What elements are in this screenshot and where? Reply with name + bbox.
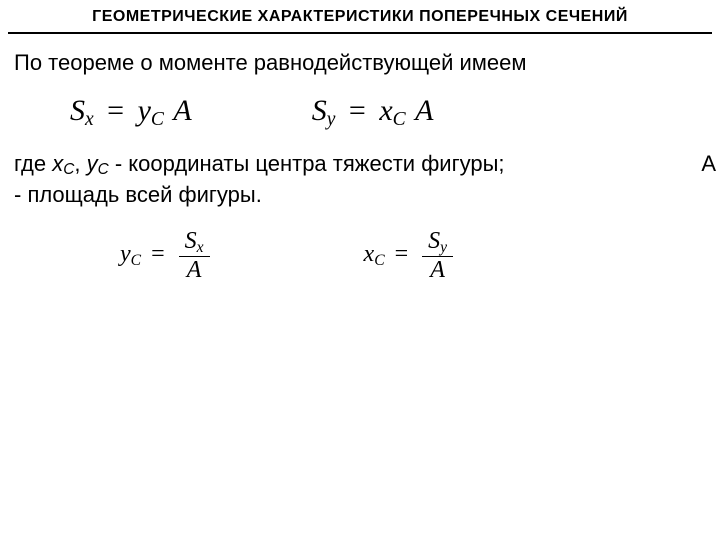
intro-text: По теореме о моменте равнодействующей им… bbox=[0, 48, 720, 78]
formula-row-centroid: yC = Sx A xC = Sy A bbox=[0, 210, 720, 283]
explanation-block: где xC, yC - координаты центра тяжести ф… bbox=[0, 149, 720, 211]
formula-Sx: Sx = yC A bbox=[70, 94, 192, 131]
symbol-A: А bbox=[701, 149, 716, 179]
explanation-line-2: - площадь всей фигуры. bbox=[14, 180, 710, 210]
page-header: ГЕОМЕТРИЧЕСКИЕ ХАРАКТЕРИСТИКИ ПОПЕРЕЧНЫХ… bbox=[0, 0, 720, 32]
formula-xC: xC = Sy A bbox=[364, 228, 458, 283]
explanation-line-1: где xC, yC - координаты центра тяжести ф… bbox=[14, 149, 710, 181]
formula-Sy: Sy = xC A bbox=[312, 94, 434, 131]
header-rule bbox=[8, 32, 712, 34]
formula-row-static-moments: Sx = yC A Sy = xC A bbox=[0, 78, 720, 149]
formula-yC: yC = Sx A bbox=[120, 228, 214, 283]
